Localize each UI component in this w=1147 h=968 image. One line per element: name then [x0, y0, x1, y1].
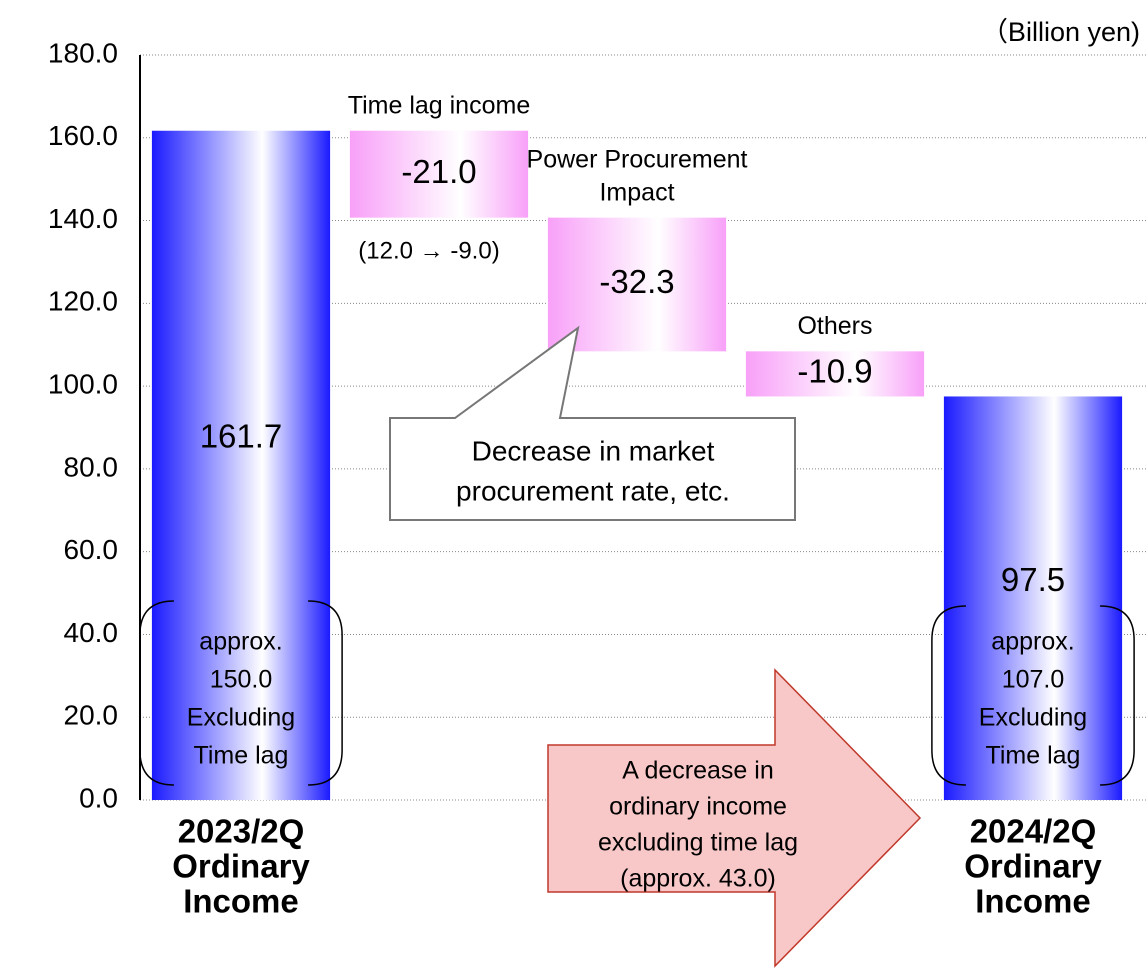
category-label: Time lag income: [348, 91, 530, 119]
bracket: [308, 600, 343, 786]
bracket-note: approx.: [991, 628, 1074, 656]
value-label: -10.9: [797, 353, 872, 390]
bracket: [1100, 605, 1135, 786]
bar: [349, 130, 529, 218]
y-tick-label: 140.0: [48, 203, 118, 234]
bracket: [139, 600, 174, 786]
unit-label: （Billion yen): [981, 17, 1140, 47]
x-category-label: 2024/2Q: [970, 813, 1097, 850]
arrow-text: ordinary income: [609, 793, 787, 821]
bar: [943, 396, 1123, 800]
category-label: Power Procurement: [527, 145, 748, 173]
x-category-label: Ordinary: [172, 848, 310, 885]
y-tick-label: 160.0: [48, 120, 118, 151]
bracket: [931, 605, 966, 786]
x-category-label: 2023/2Q: [178, 813, 305, 850]
x-category-label: Income: [975, 883, 1091, 920]
callout-box: [389, 325, 796, 521]
y-tick-label: 40.0: [64, 617, 119, 648]
bracket-note: Time lag: [986, 742, 1081, 770]
bracket-note: 107.0: [1002, 666, 1065, 694]
y-tick-label: 120.0: [48, 286, 118, 317]
y-tick-label: 80.0: [64, 451, 119, 482]
y-tick-label: 60.0: [64, 534, 119, 565]
bracket-note: 150.0: [210, 666, 273, 694]
annotation: (12.0 → -9.0): [358, 237, 499, 264]
arrow-text: excluding time lag: [598, 829, 798, 857]
bar: [745, 351, 925, 397]
bracket-note: Excluding: [979, 704, 1087, 732]
y-tick-label: 100.0: [48, 369, 118, 400]
y-tick-label: 20.0: [64, 700, 119, 731]
x-category-label: Income: [183, 883, 299, 920]
arrow-text: (approx. 43.0): [620, 865, 776, 893]
arrow: [547, 668, 922, 968]
y-tick-label: 180.0: [48, 37, 118, 68]
bracket-note: approx.: [199, 628, 282, 656]
value-label: 161.7: [200, 417, 283, 454]
arrow-text: A decrease in: [622, 757, 774, 785]
value-label: -32.3: [599, 263, 674, 300]
value-label: -21.0: [401, 153, 476, 190]
bar: [151, 130, 331, 800]
y-tick-label: 0.0: [79, 782, 118, 813]
bracket-note: Time lag: [194, 742, 289, 770]
value-label: 97.5: [1001, 561, 1065, 598]
category-label: Impact: [599, 178, 674, 206]
callout-text: Decrease in market: [472, 435, 715, 466]
category-label: Others: [797, 312, 872, 340]
x-category-label: Ordinary: [964, 848, 1102, 885]
bracket-note: Excluding: [187, 704, 295, 732]
callout-text: procurement rate, etc.: [456, 475, 730, 506]
